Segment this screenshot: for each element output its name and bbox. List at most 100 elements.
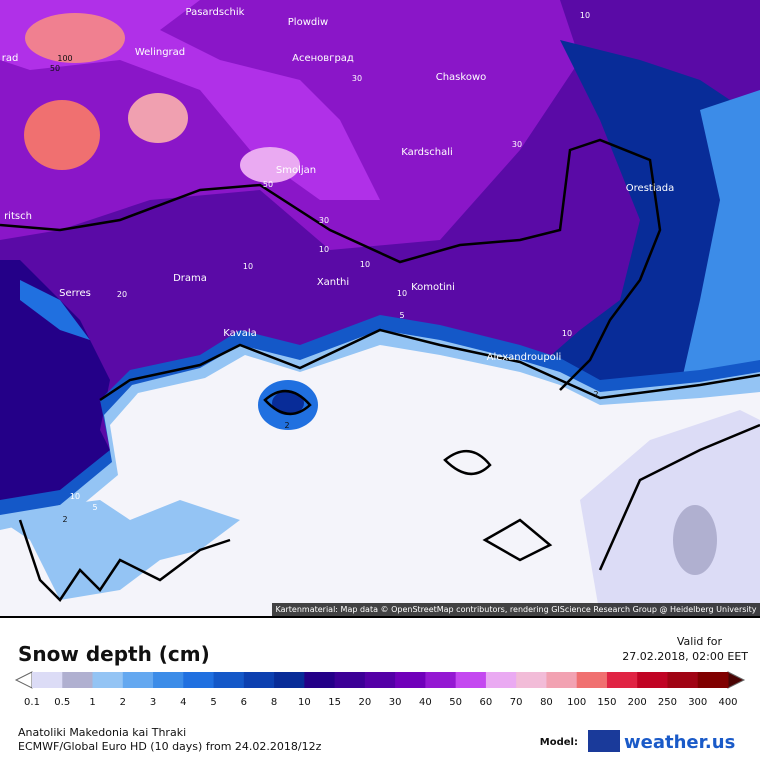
coastline <box>598 423 760 571</box>
legend-label: 200 <box>628 697 647 708</box>
contour-labels: 100 50 10 30 30 50 10 20 10 30 10 10 5 1… <box>50 11 599 524</box>
city-label: Komotini <box>411 282 455 293</box>
legend-label: 300 <box>688 697 707 708</box>
contour-label: 20 <box>117 290 127 299</box>
legend-swatch <box>364 672 396 688</box>
contour-label: 5 <box>399 311 404 320</box>
contour-label: 30 <box>319 216 329 225</box>
legend-swatch <box>546 672 578 688</box>
attribution-bg <box>272 603 760 616</box>
legend-swatch <box>304 672 336 688</box>
city-label: Drama <box>173 273 207 284</box>
legend-label: 1 <box>89 697 95 708</box>
legend: Snow depth (cm) Valid for 27.02.2018, 02… <box>14 635 748 753</box>
legend-swatch <box>153 672 184 688</box>
snow-area <box>0 260 120 520</box>
legend-title: Snow depth (cm) <box>18 642 210 666</box>
city-labels: Pasardschik Plowdiw Welingrad Асеновград… <box>2 7 675 363</box>
contour-label: 2 <box>593 390 598 399</box>
map: Pasardschik Plowdiw Welingrad Асеновград… <box>0 0 760 616</box>
legend-swatch <box>637 672 668 688</box>
legend-label: 0.5 <box>54 697 70 708</box>
snow-island <box>272 391 304 415</box>
legend-label: 2 <box>120 697 126 708</box>
legend-label: 30 <box>389 697 402 708</box>
city-label: Welingrad <box>135 47 185 58</box>
contour-label: 10 <box>243 262 253 271</box>
contour-label: 50 <box>50 64 60 73</box>
model-run: ECMWF/Global Euro HD (10 days) from 24.0… <box>18 740 322 753</box>
legend-swatch <box>213 672 245 688</box>
coastline <box>443 450 492 475</box>
borders <box>0 138 760 602</box>
legend-label: 8 <box>271 697 277 708</box>
legend-label: 6 <box>241 697 247 708</box>
legend-label: 70 <box>510 697 523 708</box>
contour-label: 2 <box>62 515 67 524</box>
legend-swatch <box>606 672 638 688</box>
border-line <box>0 138 662 391</box>
legend-swatch <box>576 672 608 688</box>
city-label: rad <box>2 53 19 64</box>
legend-label: 150 <box>597 697 616 708</box>
snow-area <box>680 90 760 388</box>
eu-flag <box>588 730 620 752</box>
legend-swatch <box>667 672 699 688</box>
city-label: Pasardschik <box>186 7 245 18</box>
legend-arrow-low <box>14 671 33 689</box>
snow-peak <box>128 93 188 143</box>
snow-area <box>580 410 760 616</box>
city-label: Serres <box>59 288 91 299</box>
snow-band <box>0 500 240 600</box>
legend-label: 50 <box>449 697 462 708</box>
brand: weather.us <box>624 732 735 753</box>
city-label: Xanthi <box>317 277 349 288</box>
city-label: Alexandroupoli <box>487 352 562 363</box>
contour-label: 2 <box>284 421 289 430</box>
legend-swatch <box>697 672 729 688</box>
legend-label: 20 <box>359 697 372 708</box>
city-label: Kavala <box>223 328 256 339</box>
region: Anatoliki Makedonia kai Thraki <box>18 726 186 739</box>
legend-swatch <box>122 672 154 688</box>
legend-label: 40 <box>419 697 432 708</box>
contour-label: 10 <box>580 11 590 20</box>
attribution: Kartenmaterial: Map data © OpenStreetMap… <box>275 605 756 614</box>
legend-label: 0.1 <box>24 697 40 708</box>
coastline <box>263 390 312 415</box>
snow-peak <box>25 13 125 63</box>
contour-label: 10 <box>319 245 329 254</box>
snow-area <box>673 505 717 575</box>
city-label: Kardschali <box>401 147 453 158</box>
legend-label: 4 <box>180 697 186 708</box>
contour-label: 10 <box>397 289 407 298</box>
legend-swatch <box>274 672 305 688</box>
contour-label: 30 <box>352 74 362 83</box>
model-label: Model: <box>540 737 578 748</box>
legend-arrow-high <box>727 671 746 689</box>
valid-label: Valid for <box>677 635 723 648</box>
coastline <box>482 518 553 562</box>
snow-area <box>20 280 90 340</box>
legend-swatch <box>485 672 517 688</box>
legend-label: 100 <box>567 697 586 708</box>
contour-label: 5 <box>92 503 97 512</box>
city-label: ritsch <box>4 211 32 222</box>
legend-swatch <box>334 672 366 688</box>
legend-swatch <box>516 672 547 688</box>
city-label: Асеновград <box>292 53 354 64</box>
legend-swatch <box>395 672 426 688</box>
legend-label: 80 <box>540 697 553 708</box>
legend-label: 250 <box>658 697 677 708</box>
coastline <box>99 328 760 402</box>
legend-label: 400 <box>718 697 737 708</box>
valid-time: 27.02.2018, 02:00 EET <box>622 650 748 663</box>
legend-swatch <box>62 672 94 688</box>
snow-peak <box>240 147 300 183</box>
contour-label: 10 <box>360 260 370 269</box>
legend-label: 10 <box>298 697 311 708</box>
legend-swatch <box>425 672 457 688</box>
legend-swatch <box>32 672 63 688</box>
city-label: Orestiada <box>626 183 674 194</box>
